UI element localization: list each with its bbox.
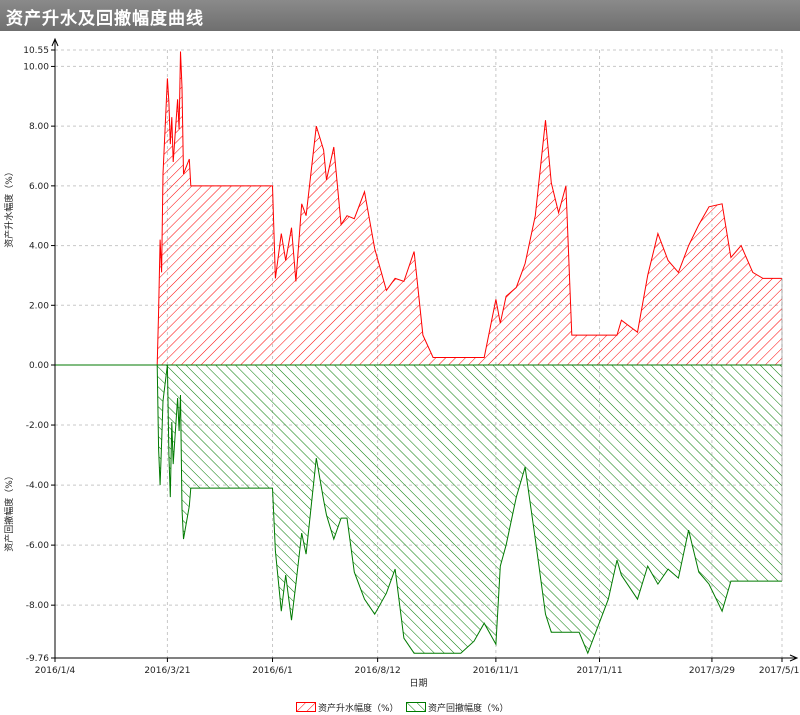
x-axis-arrow (789, 654, 799, 662)
series-area-up (157, 51, 782, 365)
x-tick-label: 2017/1/11 (576, 666, 622, 676)
y-tick-label-down: -4.00 (26, 481, 50, 491)
y-tick-label-up: 6.00 (29, 182, 49, 192)
legend-label-down: 资产回撤幅度（%） (428, 703, 509, 714)
y-tick-label-up: 0.00 (29, 361, 49, 371)
x-tick-label: 2016/8/12 (355, 666, 401, 676)
y-tick-label-down: -6.00 (26, 541, 50, 551)
x-tick-label: 2017/5/16 (759, 666, 800, 676)
y-tick-label-down: -8.00 (26, 601, 50, 611)
y-tick-label-down: -9.76 (26, 654, 50, 664)
y-tick-label-up: 10.00 (23, 62, 49, 72)
x-tick-label: 2016/1/4 (35, 666, 76, 676)
axes (51, 37, 799, 662)
title-bar: 资产升水及回撤幅度曲线 (0, 0, 800, 31)
y-axis-label-up: 资产升水幅度（%） (3, 167, 15, 248)
series-line-up (156, 51, 782, 366)
legend-item-up: 资产升水幅度（%） (296, 700, 399, 714)
series-line-down (156, 364, 782, 655)
x-tick-label: 2016/3/21 (144, 666, 190, 676)
y-tick-label-up: 2.00 (29, 301, 49, 311)
area-layer (55, 51, 783, 655)
y-axis-label-down: 资产回撤幅度（%） (3, 471, 15, 552)
chart-canvas: 0.00 2.00 4.00 6.00 8.00 10.00 10.55 -9.76 -8.00… (3, 37, 800, 689)
y-tick-label-up: 10.55 (23, 46, 49, 56)
y-tick-label-up: 4.00 (29, 242, 49, 252)
x-tick-label: 2016/6/1 (252, 666, 292, 676)
legend-swatch-down (406, 702, 426, 712)
tick-labels: 0.00 2.00 4.00 6.00 8.00 10.00 10.55 -9.76 -8.00… (3, 46, 800, 689)
chart-title: 资产升水及回撤幅度曲线 (6, 9, 204, 29)
legend-label-up: 资产升水幅度（%） (318, 703, 399, 714)
x-tick-label: 2016/11/1 (473, 666, 519, 676)
x-axis-label: 日期 (409, 678, 427, 689)
legend-swatch-up (296, 702, 316, 712)
y-tick-label-up: 8.00 (29, 122, 49, 132)
y-tick-label-down: -2.00 (26, 421, 50, 431)
series-area-down (157, 365, 782, 654)
legend: 资产升水幅度（%） 资产回撤幅度（%） (0, 700, 800, 715)
x-tick-label: 2017/3/29 (689, 666, 735, 676)
y-axis-arrow (51, 37, 59, 47)
legend-item-down: 资产回撤幅度（%） (406, 700, 509, 714)
